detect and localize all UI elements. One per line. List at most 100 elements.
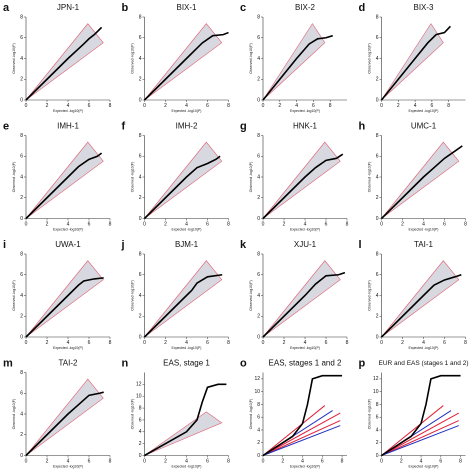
x-tick-label: 8	[109, 103, 112, 109]
y-tick-label: 8	[20, 251, 23, 257]
x-tick-label: 0	[380, 458, 383, 464]
y-tick-label: 2	[257, 440, 260, 446]
x-tick-label: 6	[88, 221, 91, 227]
x-axis-label: Expected -log10(P)	[172, 464, 202, 468]
x-tick-label: 6	[325, 221, 328, 227]
y-tick-label: 0	[139, 216, 142, 222]
panel-title: UWA-1	[55, 240, 81, 249]
x-tick-label: 6	[439, 458, 442, 464]
x-tick-label: 6	[443, 340, 446, 346]
qq-curve	[143, 31, 229, 101]
x-tick-label: 8	[329, 103, 332, 109]
y-tick-label: 0	[20, 334, 23, 340]
reference-line	[381, 412, 460, 456]
x-tick-label: 2	[283, 340, 286, 346]
x-tick-label: 6	[206, 221, 209, 227]
x-axis-label: Expected -log10(P)	[172, 346, 202, 350]
panel-letter: g	[240, 120, 247, 132]
x-axis-label: Expected -log10(P)	[53, 227, 83, 231]
y-tick-label: 8	[257, 402, 260, 408]
x-tick-label: 6	[325, 340, 328, 346]
x-axis-label: Expected -log10(P)	[290, 109, 320, 113]
x-axis-label: Expected -log10(P)	[172, 109, 202, 113]
x-tick-label: 2	[400, 458, 403, 464]
y-axis-label: Observed -log10(P)	[367, 280, 371, 311]
x-axis-label: Expected -log10(P)	[290, 346, 320, 350]
panel-letter: d	[359, 2, 366, 14]
qq-curve	[262, 271, 346, 338]
y-axis-label: Observed -log10(P)	[249, 162, 253, 193]
y-tick-label: 6	[257, 154, 260, 160]
panel-title: EUR and EAS (stages 1 and 2)	[379, 360, 469, 367]
y-tick-label: 4	[20, 174, 23, 180]
x-tick-label: 8	[109, 221, 112, 227]
y-tick-label: 10	[373, 389, 379, 395]
y-tick-label: 4	[139, 429, 142, 435]
y-tick-label: 0	[257, 216, 260, 222]
x-tick-label: 0	[380, 103, 383, 109]
x-axis-label: Expected -log10(P)	[409, 346, 439, 350]
y-tick-label: 6	[139, 35, 142, 41]
x-tick-label: 4	[67, 103, 70, 109]
y-tick-label: 0	[20, 453, 23, 459]
panel-letter: l	[359, 239, 362, 251]
y-tick-label: 8	[376, 133, 379, 139]
y-tick-label: 0	[376, 97, 379, 103]
panel: m TAI-2 0 2 4 6 8 0 2 4 6 8 Expected -log10(P) Observ…	[3, 357, 112, 468]
panel: a JPN-1 0 2 4 6 8 0 2 4 6 8 Expected -log10(P) Observ…	[3, 2, 112, 113]
panel: j BJM-1 0 2 4 6 8 0 2 4 6 8 Expected -log10(P) Observ…	[121, 239, 231, 350]
y-tick-label: 4	[376, 427, 379, 433]
panel: i UWA-1 0 2 4 6 8 0 2 4 6 8 Expected -log10(P) Observ…	[3, 239, 112, 350]
x-tick-label: 6	[321, 458, 324, 464]
y-tick-label: 8	[20, 370, 23, 376]
x-tick-label: 6	[206, 458, 209, 464]
x-tick-label: 0	[262, 340, 265, 346]
x-axis-label: Expected -log10(P)	[409, 227, 439, 231]
y-axis-label: Observed -log10(P)	[249, 280, 253, 311]
x-tick-label: 8	[227, 458, 230, 464]
y-tick-label: 2	[20, 432, 23, 438]
y-tick-label: 2	[139, 441, 142, 447]
reference-line	[262, 412, 341, 456]
y-tick-label: 0	[257, 453, 260, 459]
reference-line	[381, 425, 459, 456]
y-tick-label: 4	[257, 174, 260, 180]
x-tick-label: 6	[206, 340, 209, 346]
y-tick-label: 4	[139, 174, 142, 180]
x-tick-label: 0	[25, 458, 28, 464]
y-tick-label: 0	[139, 453, 142, 459]
panel-letter: p	[359, 357, 366, 369]
y-tick-label: 4	[376, 174, 379, 180]
y-axis-label: Observed -log10(P)	[130, 280, 134, 311]
y-tick-label: 10	[136, 394, 142, 400]
y-tick-label: 8	[139, 14, 142, 20]
x-tick-label: 4	[414, 103, 417, 109]
panel-title: TAI-2	[59, 359, 79, 368]
y-tick-label: 2	[139, 195, 142, 201]
x-tick-label: 0	[143, 340, 146, 346]
x-tick-label: 0	[380, 221, 383, 227]
y-tick-label: 6	[20, 391, 23, 397]
x-tick-label: 0	[262, 221, 265, 227]
panel-letter: a	[3, 2, 10, 14]
x-tick-label: 8	[341, 458, 344, 464]
y-tick-label: 4	[257, 293, 260, 299]
y-tick-label: 6	[376, 154, 379, 160]
panel-letter: i	[3, 239, 6, 251]
y-tick-label: 8	[257, 251, 260, 257]
panel-title: BIX-1	[176, 3, 197, 12]
x-tick-label: 2	[46, 340, 49, 346]
y-axis-label: Observed -log10(P)	[249, 399, 253, 430]
x-tick-label: 2	[164, 221, 167, 227]
y-tick-label: 8	[376, 402, 379, 408]
panel-letter: o	[240, 357, 247, 369]
y-tick-label: 2	[139, 77, 142, 83]
x-tick-label: 8	[459, 458, 462, 464]
qq-curve	[143, 273, 223, 338]
x-tick-label: 8	[346, 340, 349, 346]
y-tick-label: 8	[376, 251, 379, 257]
x-tick-label: 4	[185, 458, 188, 464]
y-tick-label: 8	[20, 133, 23, 139]
x-tick-label: 8	[447, 103, 450, 109]
